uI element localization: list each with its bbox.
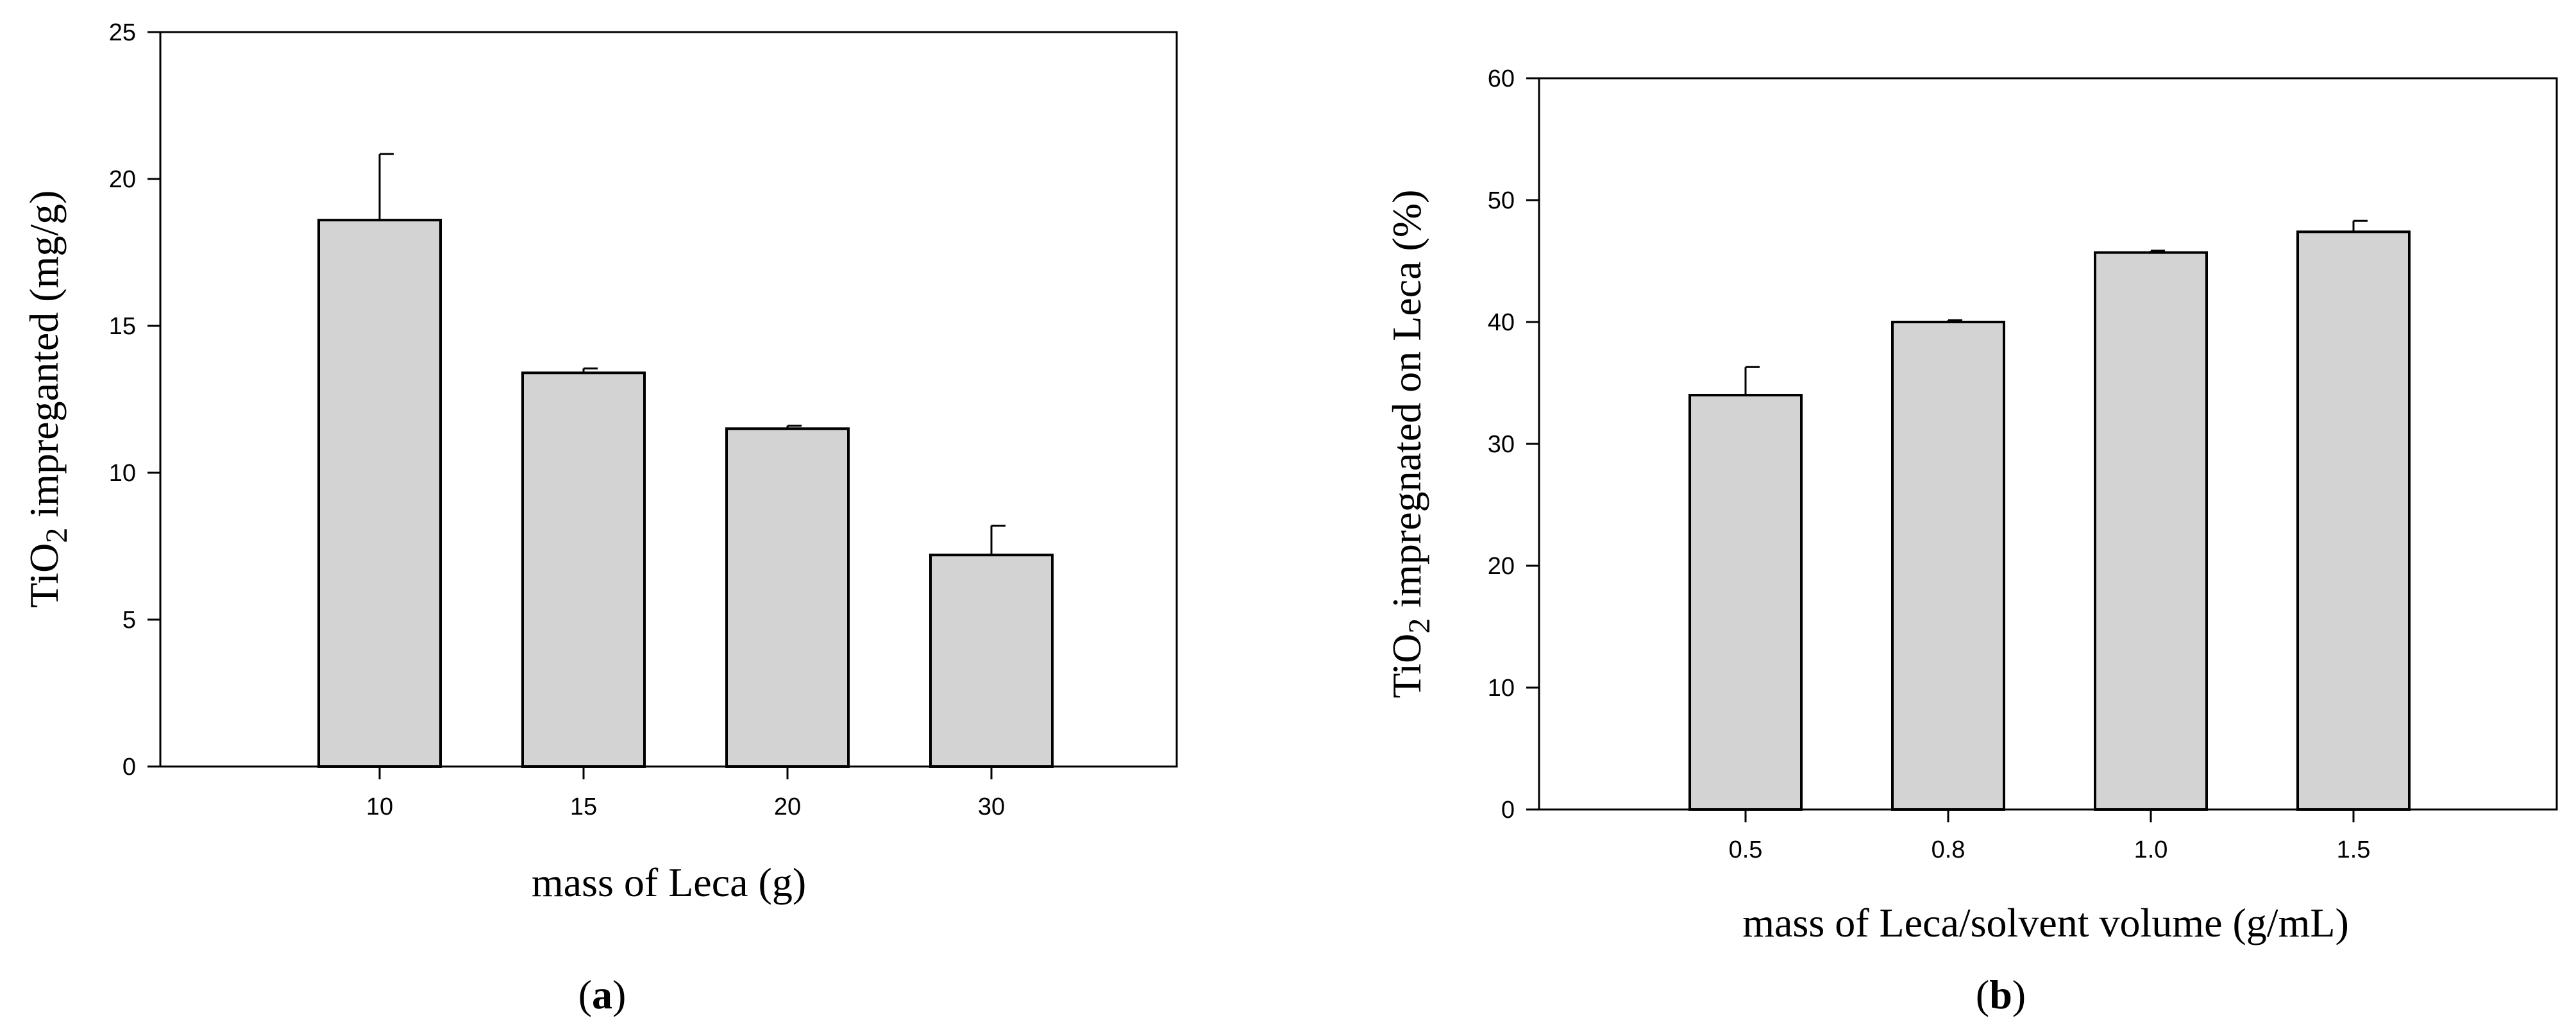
panel-a-x-tick-label: 20 — [774, 793, 801, 820]
panel-b-y-tick-label: 20 — [1488, 553, 1515, 580]
panel-b-y-tick-label: 0 — [1501, 797, 1515, 824]
panel-b-bar — [1891, 321, 2005, 811]
panel-a-chart: 0 5 10 15 20 25 10 15 20 30 TiO2 impreganted (mg/… — [21, 19, 1178, 1017]
panel-b-bar — [2296, 230, 2411, 811]
panel-b-x-tick-label: 0.5 — [1729, 836, 1763, 863]
panel-a-bar — [725, 427, 850, 768]
panel-b-chart: 0 10 20 30 40 50 60 0.5 0.8 1.0 1.5 TiO2 impregnat… — [1384, 65, 2558, 1017]
panel-a-x-tick-label: 15 — [570, 793, 597, 820]
panel-a-y-tick-label: 0 — [122, 754, 136, 781]
panel-a-y-axis-title: TiO2 impreganted (mg/g) — [21, 191, 74, 608]
panel-b-x-axis-title: mass of Leca/solvent volume (g/mL) — [1742, 900, 2349, 945]
panel-b-x-tick-label: 1.0 — [2134, 836, 2168, 863]
panel-a-x-tick-label: 10 — [366, 793, 393, 820]
panel-a-y-tick-label: 10 — [109, 460, 136, 487]
panel-a-y-tick-label: 25 — [109, 19, 136, 46]
panel-b-y-tick-label: 40 — [1488, 309, 1515, 336]
panel-b-y-tick-label: 10 — [1488, 675, 1515, 702]
panel-a-bar — [317, 219, 442, 768]
panel-a-y-tick-label: 20 — [109, 166, 136, 193]
panel-a-bar — [521, 371, 646, 768]
panel-b-x-tick-label: 0.8 — [1932, 836, 1966, 863]
panel-a-x-tick-label: 30 — [978, 793, 1005, 820]
panel-a-label: (a) — [578, 972, 627, 1017]
panel-b-y-tick-label: 60 — [1488, 65, 1515, 92]
panel-b-bar — [2094, 251, 2208, 811]
panel-b-bar — [1688, 394, 1803, 811]
panel-b-x-tick-label: 1.5 — [2337, 836, 2371, 863]
panel-a-y-tick-label: 5 — [122, 607, 136, 634]
panel-a-plot-frame — [159, 31, 1178, 768]
panel-a-y-tick-label: 15 — [109, 313, 136, 340]
panel-b-y-tick-label: 30 — [1488, 431, 1515, 458]
panel-a-x-axis-title: mass of Leca (g) — [532, 860, 806, 905]
panel-b-label: (b) — [1976, 972, 2026, 1017]
panel-a-bar — [929, 554, 1054, 768]
panel-b-y-tick-label: 50 — [1488, 187, 1515, 214]
panel-b-y-axis-title: TiO2 impregnated on Leca (%) — [1384, 190, 1436, 699]
